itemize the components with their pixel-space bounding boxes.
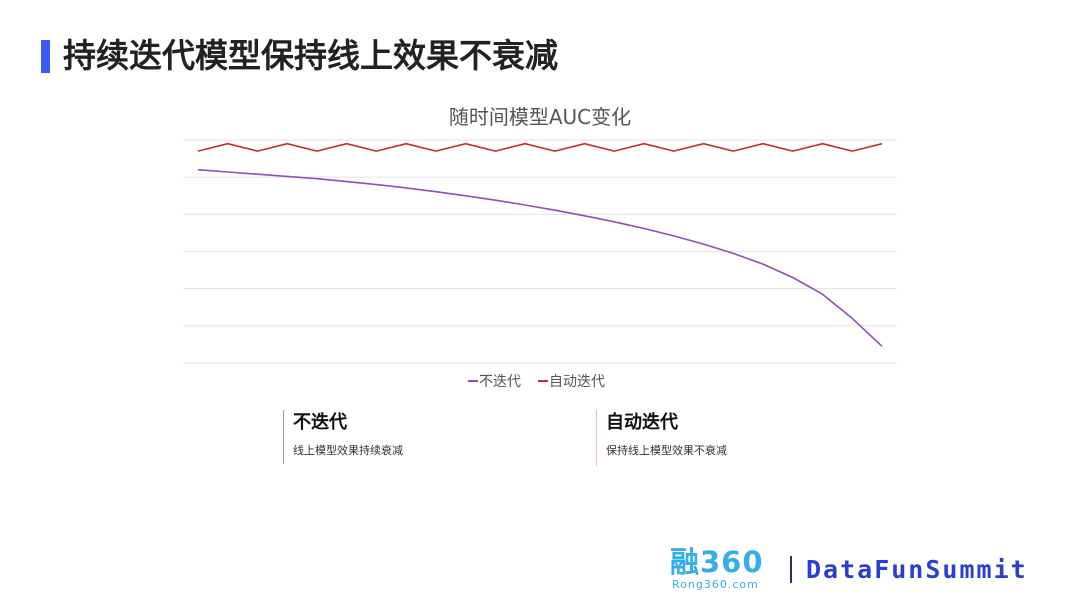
logo-divider xyxy=(790,556,792,583)
card-no-iteration: 不迭代 线上模型效果持续衰减 xyxy=(283,410,403,464)
auc-line-chart: 随时间模型AUC变化 不迭代 自动迭代 xyxy=(0,0,1080,400)
datafun-summit-logo: DataFunSummit xyxy=(806,553,1028,587)
card-auto-iteration-desc: 保持线上模型效果不衰减 xyxy=(606,442,727,458)
card-auto-iteration: 自动迭代 保持线上模型效果不衰减 xyxy=(596,410,727,466)
legend-label-1: 自动迭代 xyxy=(549,374,605,390)
card-auto-iteration-title: 自动迭代 xyxy=(606,410,727,436)
chart-legend: 不迭代 自动迭代 xyxy=(468,374,605,390)
chart-title: 随时间模型AUC变化 xyxy=(449,105,631,129)
rong360-logo-sub: Rong360.com xyxy=(672,578,759,591)
legend-label-0: 不迭代 xyxy=(479,374,521,390)
rong360-logo-main: 融360 xyxy=(670,545,764,579)
rong360-logo: 融360 Rong360.com xyxy=(670,545,770,595)
chart-gridlines xyxy=(183,140,897,363)
series-line-0 xyxy=(198,170,882,347)
chart-series xyxy=(198,144,882,347)
series-line-1 xyxy=(198,144,882,151)
card-no-iteration-title: 不迭代 xyxy=(293,410,403,436)
card-no-iteration-desc: 线上模型效果持续衰减 xyxy=(293,442,403,458)
